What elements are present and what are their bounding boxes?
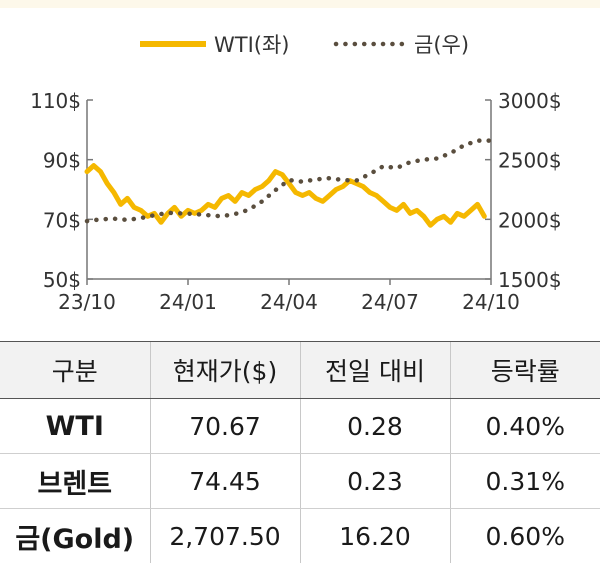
table-row: WTI 70.67 0.28 0.40% — [0, 399, 600, 454]
cell-rate: 0.60% — [450, 509, 600, 563]
x-axis: 23/10 24/01 24/04 24/07 24/10 — [58, 279, 520, 314]
cell-change: 0.23 — [300, 454, 450, 509]
right-tick-label: 2000$ — [498, 208, 562, 232]
right-tick-label: 2500$ — [498, 149, 562, 173]
price-table: 구분 현재가($) 전일 대비 등락률 WTI 70.67 0.28 0.40%… — [0, 341, 600, 563]
legend-label-wti: WTI(좌) — [214, 33, 290, 57]
cell-price: 70.67 — [150, 399, 300, 454]
x-tick-label: 23/10 — [58, 290, 116, 314]
cell-change: 0.28 — [300, 399, 450, 454]
row-label-wti: WTI — [0, 399, 150, 454]
cell-change: 16.20 — [300, 509, 450, 563]
left-tick-label: 50$ — [43, 268, 81, 292]
x-tick-label: 24/01 — [159, 290, 217, 314]
header-current-price: 현재가($) — [150, 342, 300, 399]
series-line-wti — [87, 166, 484, 226]
cell-rate: 0.31% — [450, 454, 600, 509]
x-tick-label: 24/10 — [462, 290, 520, 314]
left-tick-label: 70$ — [43, 208, 81, 232]
row-label-brent: 브렌트 — [0, 454, 150, 509]
cell-price: 2,707.50 — [150, 509, 300, 563]
header-change-rate: 등락률 — [450, 342, 600, 399]
header-change: 전일 대비 — [300, 342, 450, 399]
left-y-axis: 110$ 90$ 70$ 50$ — [30, 89, 93, 292]
right-tick-label: 3000$ — [498, 89, 562, 113]
right-tick-label: 1500$ — [498, 268, 562, 292]
oil-gold-chart: WTI(좌) 금(우) 110$ 90$ 70$ 50$ 3000$ 2500$ 2000… — [0, 0, 600, 335]
x-tick-label: 24/04 — [260, 290, 318, 314]
x-tick-label: 24/07 — [361, 290, 419, 314]
cell-rate: 0.40% — [450, 399, 600, 454]
table-row: 브렌트 74.45 0.23 0.31% — [0, 454, 600, 509]
cell-price: 74.45 — [150, 454, 300, 509]
left-tick-label: 90$ — [43, 149, 81, 173]
table-header-row: 구분 현재가($) 전일 대비 등락률 — [0, 342, 600, 399]
table-row: 금(Gold) 2,707.50 16.20 0.60% — [0, 509, 600, 563]
header-category: 구분 — [0, 342, 150, 399]
series-layer — [87, 141, 491, 226]
right-y-axis: 3000$ 2500$ 2000$ 1500$ — [485, 89, 562, 292]
axes — [87, 100, 491, 279]
left-tick-label: 110$ — [30, 89, 81, 113]
legend-label-gold: 금(우) — [414, 33, 469, 57]
row-label-gold: 금(Gold) — [0, 509, 150, 563]
legend: WTI(좌) 금(우) — [140, 33, 469, 57]
